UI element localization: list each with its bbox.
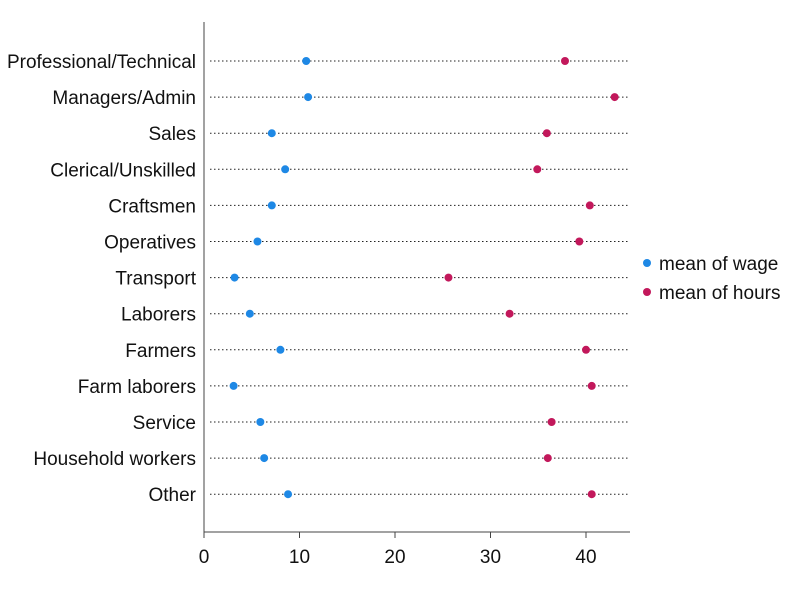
category-label: Service (133, 413, 196, 434)
x-tick-label: 40 (575, 547, 596, 568)
hours-point (587, 490, 596, 499)
gridlines (210, 60, 630, 495)
category-label: Other (148, 485, 196, 506)
hours-point (543, 454, 552, 463)
wage-point (253, 237, 262, 246)
hours-point (582, 345, 590, 354)
x-tick-label: 30 (480, 547, 501, 568)
legend-marker (643, 259, 651, 267)
category-label: Clerical/Unskilled (50, 160, 196, 181)
wage-point (230, 273, 239, 282)
wage-point (302, 57, 311, 65)
hours-point (560, 57, 569, 65)
category-label: Craftsmen (108, 196, 196, 217)
category-label: Operatives (104, 233, 196, 254)
category-labels: Professional/Technical Managers/Admin Sale… (7, 52, 197, 506)
legend: mean of wage mean of hours (643, 254, 780, 304)
hours-point (575, 237, 584, 246)
category-label: Laborers (121, 305, 196, 326)
hours-point (505, 309, 514, 318)
x-tick-label: 0 (199, 547, 210, 568)
legend-label: mean of wage (659, 254, 778, 275)
hours-point (587, 381, 596, 390)
legend-marker (643, 288, 651, 296)
wage-point (229, 381, 238, 390)
hours-point (547, 418, 556, 426)
wage-point (276, 345, 285, 354)
hours-point (610, 93, 619, 102)
wage-point (260, 454, 269, 463)
data-points (229, 57, 619, 499)
wage-point (281, 165, 290, 174)
hours-point (542, 129, 551, 138)
hours-point (444, 273, 453, 282)
wage-point (284, 490, 293, 499)
hours-point (533, 165, 542, 174)
wage-point (245, 309, 254, 318)
x-tick-label: 20 (384, 547, 405, 568)
x-tick-label: 10 (289, 547, 310, 568)
category-label: Sales (148, 124, 196, 145)
wage-point (267, 129, 276, 138)
category-label: Transport (115, 269, 196, 290)
legend-label: mean of hours (659, 283, 780, 304)
category-label: Household workers (33, 449, 196, 470)
category-label: Managers/Admin (52, 88, 196, 109)
x-axis-ticks: 0 10 20 30 40 (199, 532, 597, 568)
category-label: Farmers (125, 341, 196, 362)
category-label: Farm laborers (78, 377, 196, 398)
wage-point (256, 418, 265, 426)
category-label: Professional/Technical (7, 52, 196, 73)
wage-point (267, 201, 276, 210)
hours-point (585, 201, 594, 210)
wage-point (304, 93, 313, 102)
